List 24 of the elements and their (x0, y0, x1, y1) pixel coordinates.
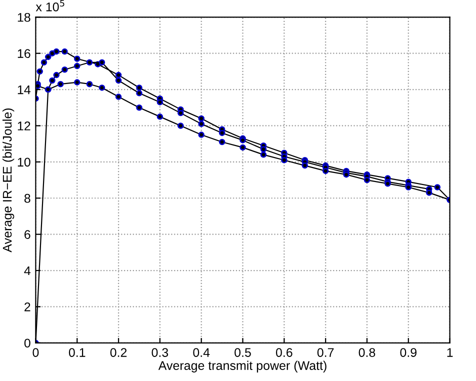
y-axis-title: Average IR−EE (bit/Joule) (2, 108, 14, 252)
x-axis-title: Average transmit power (Watt) (158, 360, 326, 372)
y-tick-label: 2 (24, 302, 30, 312)
x-tick-label: 0.2 (110, 348, 127, 357)
y-tick-label: 8 (24, 194, 30, 203)
x-tick-label: 0.5 (234, 348, 251, 357)
y-tick-label: 16 (18, 49, 30, 58)
x-tick-label: 0.8 (358, 348, 376, 357)
x-tick-label: 1 (447, 348, 453, 357)
y-tick-label: 4 (24, 266, 30, 276)
x-tick-label: 0.9 (400, 348, 417, 357)
x-tick-label: 0.1 (68, 348, 86, 357)
x-tick-label: 0 (32, 348, 39, 357)
text: x 10$^{5}$ (36, 0, 64, 12)
x-tick-label: 0.3 (152, 348, 168, 357)
y-tick-label: 0 (24, 338, 30, 348)
x-tick-label: 0.6 (276, 348, 292, 357)
y-tick-label: 18 (18, 12, 30, 22)
y-tick-label: 6 (24, 230, 30, 239)
x-tick-label: 0.7 (317, 348, 334, 357)
y-tick-label: 10 (18, 158, 30, 167)
y-tick-label: 12 (18, 122, 30, 130)
x-tick-label: 0.4 (193, 348, 210, 357)
y-tick-label: 14 (18, 85, 30, 94)
